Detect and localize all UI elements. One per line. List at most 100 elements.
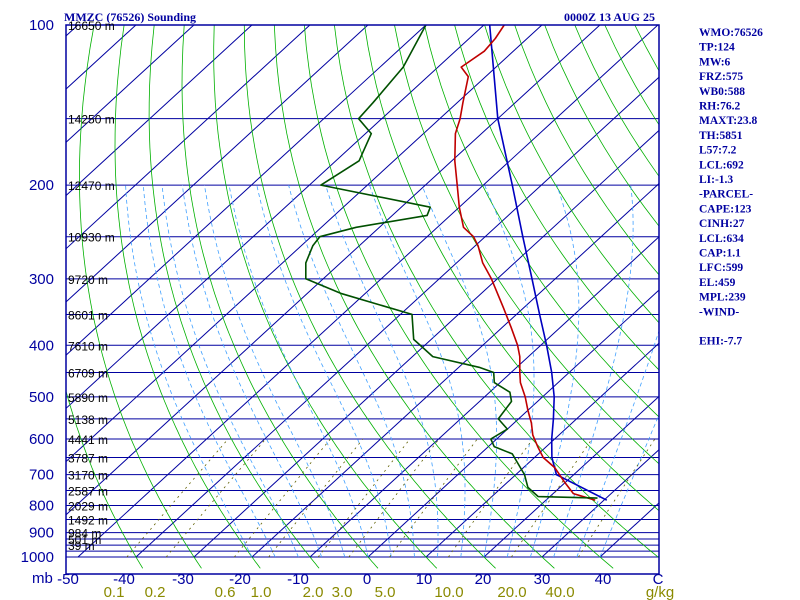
height-label-500: 5890 m xyxy=(68,391,108,405)
dry-adiabat-0 xyxy=(181,25,379,569)
moist-adiabat-16 xyxy=(369,184,466,558)
dewpoint-profile-line xyxy=(304,25,598,499)
index-item: TP:124 xyxy=(699,42,735,54)
index-item: LI:-1.3 xyxy=(699,174,733,186)
isotherm--20 xyxy=(251,182,659,558)
indices-panel: WMO:76526 TP:124 MW:6 FRZ:575 WB0:588 RH:76.2… xyxy=(699,27,763,348)
dry-adiabat-50 xyxy=(334,25,659,559)
pressure-tick-900: 900 xyxy=(29,525,54,542)
temperature-profile-line xyxy=(453,25,596,501)
isotherm--90 xyxy=(66,25,427,356)
temperature-tick-2: -30 xyxy=(172,571,194,588)
moist-adiabat--20 xyxy=(125,185,253,558)
mixing-ratio-label-10: g/kg xyxy=(646,584,674,600)
temperature-tick-8: 30 xyxy=(534,571,551,588)
mixing-ratio-line-0.1 xyxy=(126,438,229,558)
dry-adiabat-20 xyxy=(243,25,496,569)
dry-adiabat--10 xyxy=(148,25,320,569)
mixing-ratio-label-0: 0.1 xyxy=(104,584,125,600)
temperature-tick-7: 20 xyxy=(475,571,492,588)
isotherm--110 xyxy=(66,25,311,250)
dry-adiabat--30 xyxy=(79,25,202,569)
moist-adiabat--8 xyxy=(182,185,322,558)
temperature-tick-4: -10 xyxy=(287,571,309,588)
height-label-925: 501 m xyxy=(68,533,101,547)
index-item: LCL:634 xyxy=(699,233,744,245)
pressure-tick-600: 600 xyxy=(29,431,54,448)
isotherm--70 xyxy=(66,25,543,463)
temperature-tick-6: 10 xyxy=(416,571,433,588)
moist-adiabat-24 xyxy=(484,184,535,558)
temperature-tick-3: -20 xyxy=(229,571,251,588)
height-label-750: 2587 m xyxy=(68,485,108,499)
chart-title: MMZC (76526) Sounding xyxy=(64,10,196,24)
parcel-profile-line xyxy=(488,25,608,501)
pressure-tick-200: 200 xyxy=(29,177,54,194)
pressure-unit-label: mb xyxy=(32,570,53,587)
mixing-ratio-label-3: 1.0 xyxy=(251,584,272,600)
dry-adiabat-110 xyxy=(514,25,659,276)
index-item: CINH:27 xyxy=(699,218,745,230)
dry-adiabat-10 xyxy=(213,25,438,569)
dry-adiabat-100 xyxy=(484,25,659,324)
pressure-tick-400: 400 xyxy=(29,337,54,354)
temperature-tick-0: -50 xyxy=(57,571,79,588)
isotherm--40 xyxy=(135,76,659,558)
mixing-ratio-label-5: 3.0 xyxy=(332,584,353,600)
height-label-700: 3170 m xyxy=(68,469,108,483)
height-label-100: 16650 m xyxy=(68,19,115,33)
index-item: EHI:-7.7 xyxy=(699,336,742,348)
mixing-ratio-line-5 xyxy=(389,438,478,558)
pressure-tick-100: 100 xyxy=(29,17,54,34)
mixing-ratio-label-7: 10.0 xyxy=(434,584,463,600)
height-label-550: 5138 m xyxy=(68,413,108,427)
index-item: RH:76.2 xyxy=(699,101,740,113)
isotherm-0 xyxy=(367,289,659,558)
index-item: CAP:1.1 xyxy=(699,248,741,260)
dry-adiabat-60 xyxy=(364,25,659,512)
height-label-450: 6709 m xyxy=(68,367,108,381)
moist-adiabat--12 xyxy=(161,185,299,558)
temperature-tick-5: 0 xyxy=(363,571,371,588)
mixing-ratio-line-20 xyxy=(511,438,593,558)
isotherm-30 xyxy=(541,448,659,558)
dry-adiabat--20 xyxy=(114,25,261,569)
mixing-ratio-label-1: 0.2 xyxy=(145,584,166,600)
background-grid xyxy=(66,25,659,569)
mixing-ratio-label-8: 20.0 xyxy=(497,584,526,600)
height-label-250: 10930 m xyxy=(68,231,115,245)
isotherm-10 xyxy=(425,342,659,558)
pressure-tick-1000: 1000 xyxy=(21,549,54,566)
height-label-150: 14250 m xyxy=(68,113,115,127)
moist-adiabat--16 xyxy=(142,185,276,558)
pressure-tick-500: 500 xyxy=(29,389,54,406)
temperature-tick-9: 40 xyxy=(595,571,612,588)
dry-adiabat-80 xyxy=(424,25,659,418)
temperature-tick-1: -40 xyxy=(113,571,135,588)
height-label-650: 3787 m xyxy=(68,452,108,466)
moist-adiabat-8 xyxy=(288,184,415,557)
height-label-200: 12470 m xyxy=(68,179,115,193)
sounding-profiles xyxy=(304,25,608,501)
moist-adiabat-36 xyxy=(576,329,659,558)
moist-adiabat-0 xyxy=(228,185,369,558)
height-label-600: 4441 m xyxy=(68,433,108,447)
isotherm--80 xyxy=(66,25,485,410)
height-label-950: 39 m xyxy=(68,539,95,553)
pressure-tick-300: 300 xyxy=(29,271,54,288)
isotherm--130 xyxy=(66,25,195,143)
dry-adiabat-90 xyxy=(454,25,659,371)
index-item: L57:7.2 xyxy=(699,145,737,157)
mixing-ratio-label-2: 0.6 xyxy=(215,584,236,600)
isotherm--10 xyxy=(309,236,659,558)
plot-frame xyxy=(65,24,660,575)
moist-adiabat-28 xyxy=(530,184,580,558)
index-item: MAXT:23.8 xyxy=(699,115,757,127)
mixing-ratio-line-40 xyxy=(578,438,656,558)
index-item: WB0:588 xyxy=(699,86,745,98)
index-item: TH:5851 xyxy=(699,130,743,142)
height-label-300: 9720 m xyxy=(68,273,108,287)
